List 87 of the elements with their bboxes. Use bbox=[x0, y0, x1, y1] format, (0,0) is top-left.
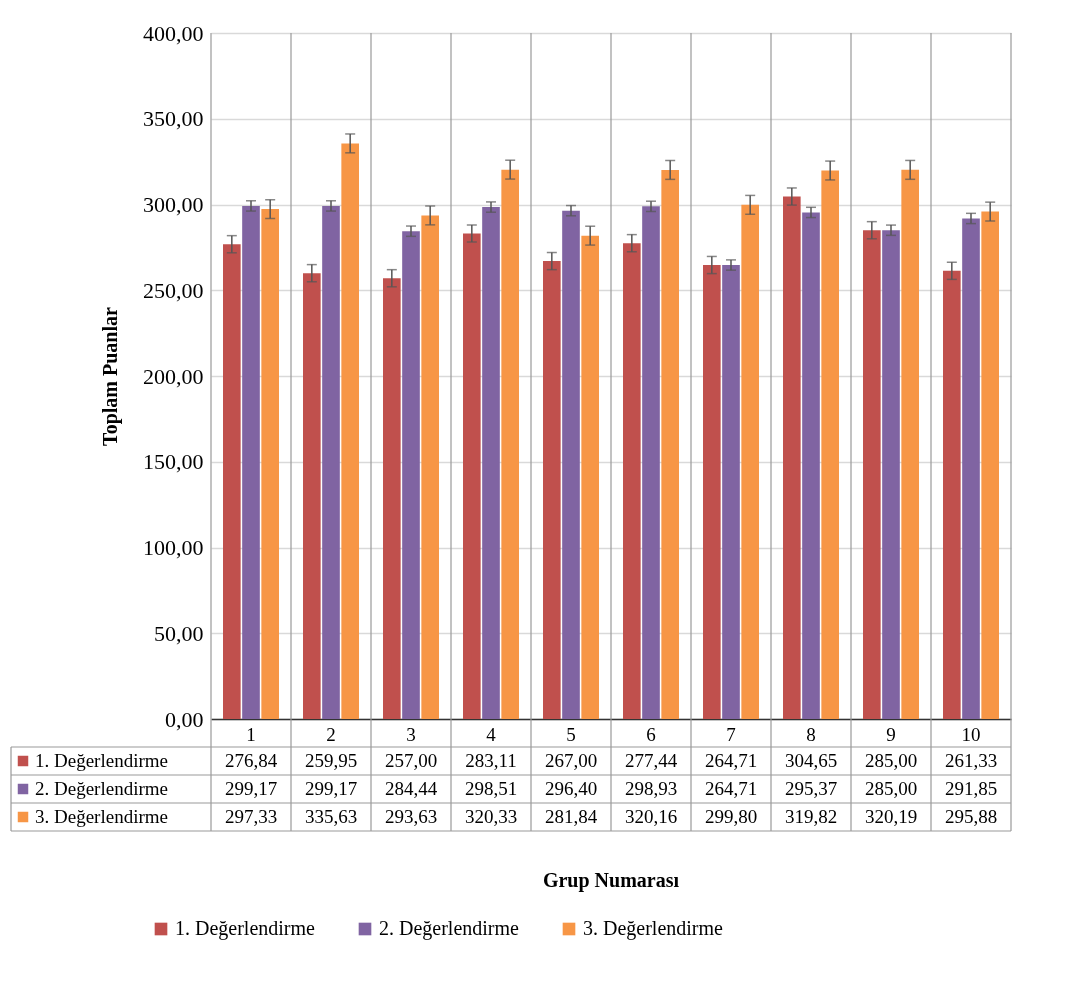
data-label: 299,80 bbox=[704, 806, 758, 827]
bar bbox=[722, 265, 740, 719]
text: 3. Değerlendirme bbox=[583, 917, 723, 939]
data-label: 297,33 bbox=[224, 806, 278, 827]
y-tick-label: 400,00 bbox=[143, 20, 204, 46]
x-tick-label: 10 bbox=[961, 723, 981, 745]
y-tick-label: 350,00 bbox=[143, 106, 204, 132]
x-tick-label: 6 bbox=[646, 723, 656, 745]
x-tick-label: 5 bbox=[566, 723, 576, 745]
data-label: 264,71 bbox=[704, 750, 758, 771]
y-tick-label: 100,00 bbox=[143, 535, 204, 560]
data-label: 277,44 bbox=[624, 750, 678, 771]
bar bbox=[981, 211, 999, 719]
data-label: 259,95 bbox=[304, 750, 358, 771]
bar bbox=[581, 235, 599, 719]
x-tick-label: 4 bbox=[486, 723, 497, 745]
data-label: 298,93 bbox=[624, 778, 678, 799]
data-label: 267,00 bbox=[544, 750, 598, 771]
bar bbox=[623, 243, 641, 719]
data-label: 295,88 bbox=[944, 806, 998, 827]
bar bbox=[421, 215, 439, 719]
bar bbox=[943, 270, 961, 719]
data-label: 284,44 bbox=[384, 778, 438, 799]
bar bbox=[703, 265, 721, 719]
data-label: 320,16 bbox=[624, 806, 678, 827]
bar bbox=[303, 273, 321, 719]
x-tick-label: 8 bbox=[806, 723, 816, 745]
y-tick-label: 50,00 bbox=[154, 620, 204, 646]
bar bbox=[661, 169, 679, 719]
data-label: 298,51 bbox=[464, 778, 518, 799]
bar bbox=[901, 169, 919, 719]
bar bbox=[642, 206, 660, 719]
data-label: 264,71 bbox=[704, 778, 758, 799]
data-label: 285,00 bbox=[864, 750, 918, 771]
text: 1. Değerlendirme bbox=[175, 917, 315, 939]
y-tick-label: 200,00 bbox=[143, 363, 204, 389]
bar bbox=[341, 143, 359, 719]
text: Grup Numarası bbox=[542, 869, 680, 892]
bar bbox=[322, 205, 340, 719]
bar bbox=[223, 244, 241, 719]
x-tick-label: 9 bbox=[886, 723, 896, 745]
bar bbox=[463, 233, 481, 719]
data-label: 257,00 bbox=[384, 750, 438, 771]
data-label: 293,63 bbox=[384, 806, 438, 827]
data-label: 299,17 bbox=[304, 778, 358, 799]
bar bbox=[402, 231, 420, 719]
data-label: 261,33 bbox=[944, 750, 998, 771]
bar bbox=[562, 210, 580, 719]
x-tick-label: 1 bbox=[246, 723, 256, 745]
bar bbox=[383, 278, 401, 719]
data-label: 295,37 bbox=[784, 778, 838, 799]
bar bbox=[783, 196, 801, 719]
data-label: 283,11 bbox=[465, 750, 517, 771]
x-tick-label: 2 bbox=[326, 723, 336, 745]
data-label: 285,00 bbox=[864, 778, 918, 799]
legend-label: 2. Değerlendirme bbox=[35, 778, 168, 799]
y-tick-label: 0,00 bbox=[165, 706, 204, 732]
x-tick-label: 3 bbox=[406, 723, 416, 745]
text: 2. Değerlendirme bbox=[379, 917, 519, 939]
y-tick-label: 150,00 bbox=[143, 449, 204, 475]
data-label: 335,63 bbox=[304, 806, 358, 827]
data-label: 304,65 bbox=[784, 750, 838, 771]
bar bbox=[802, 212, 820, 719]
data-label: 281,84 bbox=[544, 806, 598, 827]
bar bbox=[482, 207, 500, 719]
bar bbox=[821, 170, 839, 719]
x-tick-label: 7 bbox=[726, 723, 736, 745]
bar bbox=[501, 169, 519, 719]
bar bbox=[543, 261, 561, 719]
bar bbox=[741, 204, 759, 719]
data-label: 320,33 bbox=[464, 806, 518, 827]
legend-label: 3. Değerlendirme bbox=[35, 806, 168, 827]
bar bbox=[863, 230, 881, 719]
data-label: 299,17 bbox=[224, 778, 278, 799]
data-label: 291,85 bbox=[944, 778, 998, 799]
data-label: 320,19 bbox=[864, 806, 918, 827]
y-tick-label: 300,00 bbox=[143, 192, 204, 217]
bar bbox=[242, 205, 260, 719]
bar bbox=[882, 230, 900, 719]
y-axis-title: Toplam Puanlar bbox=[99, 307, 122, 446]
legend-label: 1. Değerlendirme bbox=[35, 750, 168, 771]
data-label: 319,82 bbox=[784, 806, 838, 827]
y-tick-label: 250,00 bbox=[143, 277, 204, 303]
bar bbox=[261, 209, 279, 719]
data-label: 276,84 bbox=[224, 750, 278, 771]
data-label: 296,40 bbox=[544, 778, 598, 799]
bar bbox=[962, 218, 980, 719]
